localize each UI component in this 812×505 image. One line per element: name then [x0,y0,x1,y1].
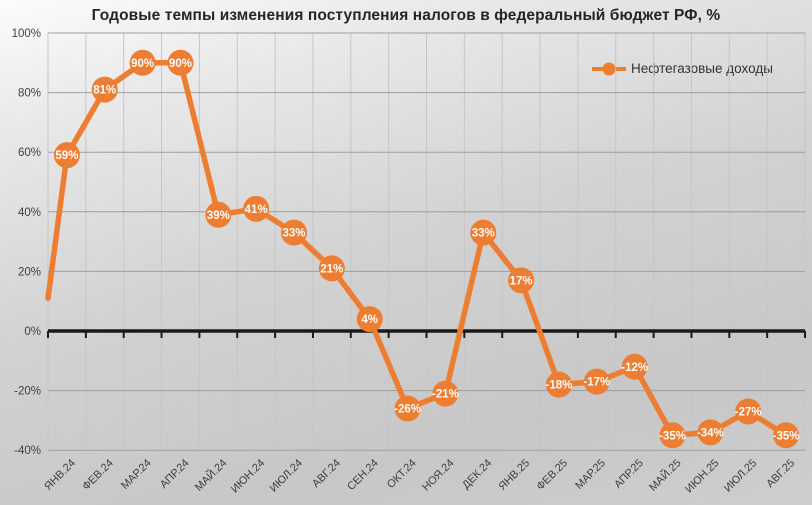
x-tick-label: АВГ.25 [764,457,797,490]
y-tick-label: 20% [18,266,41,278]
y-tick-label: 60% [18,147,41,159]
data-point-label: 4% [361,314,378,326]
x-tick-label: ИЮЛ.24 [268,457,306,495]
y-tick-label: -40% [14,445,41,457]
y-tick-label: 80% [18,88,41,100]
y-tick-label: 100% [12,28,41,40]
data-point-label: -26% [394,403,421,415]
data-point-label: 17% [510,275,533,287]
data-point-marker[interactable] [205,201,232,228]
data-point-label: 33% [283,228,306,240]
x-tick-label: ЯНВ.25 [497,457,533,493]
data-point-marker[interactable] [281,219,308,246]
data-point-marker[interactable] [318,255,345,282]
data-point-label: 81% [93,85,116,97]
data-point-marker[interactable] [659,422,686,449]
data-point-label: 90% [131,58,154,70]
data-point-markers [53,49,800,449]
y-tick-label: 0% [24,326,41,338]
data-point-label: -27% [735,406,762,418]
legend[interactable]: Нефтегазовые доходы [592,61,773,76]
x-tick-label: ОКТ.24 [385,457,419,491]
data-point-label: -18% [546,380,573,392]
data-point-label: 59% [55,150,78,162]
data-point-marker[interactable] [773,422,800,449]
x-tick-label: МАР.24 [119,457,154,492]
data-point-marker[interactable] [53,142,80,169]
data-point-label: 39% [207,210,230,222]
data-point-marker[interactable] [508,267,535,294]
data-point-marker[interactable] [91,76,118,103]
x-axis-labels: ЯНВ.24 ФЕВ.24 МАР.24 АПР.24 МАЙ.24 ИЮН.24 ИЮЛ.… [42,456,797,495]
data-point-label: 90% [169,58,192,70]
data-point-marker[interactable] [470,219,497,246]
data-point-marker[interactable] [697,419,724,446]
zero-axis [47,329,806,338]
data-point-marker[interactable] [583,368,610,395]
data-point-marker[interactable] [394,395,421,422]
data-point-marker[interactable] [356,306,383,333]
x-tick-label: АПР.24 [158,457,192,491]
data-point-label: 41% [245,204,268,216]
y-tick-label: -20% [14,386,41,398]
x-tick-label: ФЕВ.25 [535,457,571,493]
x-tick-label: ИЮН.24 [229,457,267,495]
x-tick-label: МАР.25 [573,457,608,492]
data-point-label: -17% [583,377,610,389]
data-point-marker[interactable] [243,195,270,222]
legend-series-label: Нефтегазовые доходы [631,61,773,76]
y-axis-labels: 100% 80% 60% 40% 20% 0% -20% -40% [12,28,41,457]
data-point-marker[interactable] [735,398,762,425]
data-point-label: -34% [697,427,724,439]
data-point-label: 21% [320,263,343,275]
x-tick-label: ИЮЛ.25 [722,457,760,495]
y-tick-label: 40% [18,207,41,219]
series-line [45,60,789,439]
x-tick-label: СЕН.24 [345,457,381,493]
horizontal-gridlines [48,32,805,451]
data-point-label: -21% [432,389,459,401]
x-tick-label: МАЙ.24 [192,456,229,493]
x-tick-label: МАЙ.25 [646,456,683,493]
data-point-marker[interactable] [545,371,572,398]
data-point-labels: 59% 81% 90% 90% 39% 41% 33% 21% 4% -26% -21% 33% 17%… [55,58,800,442]
x-tick-label: АВГ.24 [310,457,343,490]
x-tick-label: ЯНВ.24 [42,457,78,493]
x-tick-label: АПР.25 [612,457,646,491]
data-point-marker[interactable] [432,380,459,407]
vertical-gridlines [47,33,806,451]
x-tick-label: ДЕК.24 [460,457,494,491]
data-point-marker[interactable] [167,49,194,76]
legend-line-marker-icon [592,62,626,76]
x-tick-label: ФЕВ.24 [80,457,116,493]
data-point-label: -12% [621,362,648,374]
data-point-marker[interactable] [621,353,648,380]
chart-title: Годовые темпы изменения поступления нало… [91,7,721,24]
data-point-label: 33% [472,228,495,240]
data-point-label: -35% [659,430,686,442]
x-tick-label: НОЯ.24 [420,457,456,493]
data-point-marker[interactable] [129,49,156,76]
data-point-label: -35% [773,430,800,442]
x-tick-label: ИЮН.25 [683,457,721,495]
